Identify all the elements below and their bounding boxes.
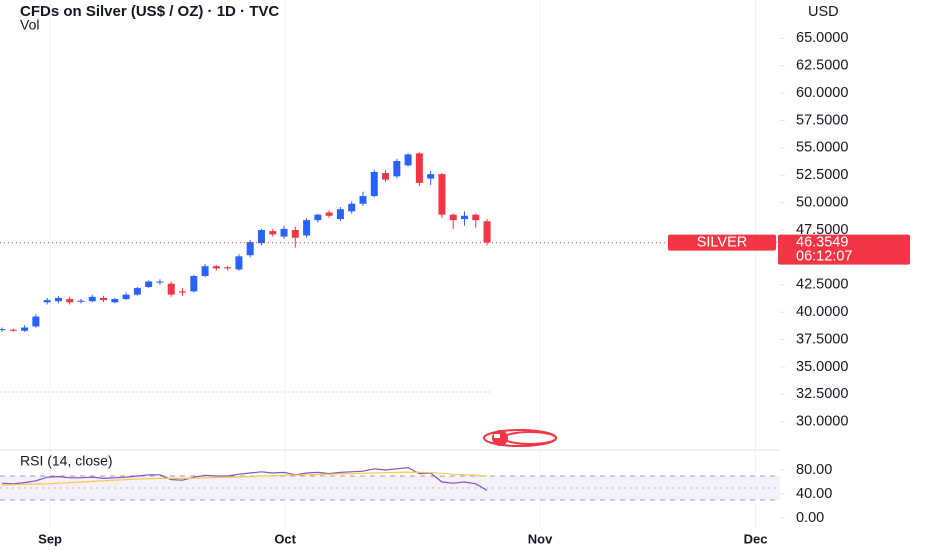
candle-body <box>314 214 322 221</box>
candle-body <box>382 173 390 180</box>
grid <box>49 0 785 528</box>
candle-body <box>32 316 40 327</box>
x-tick-label: Nov <box>528 531 553 546</box>
candle-body <box>201 266 209 277</box>
y-tick-label: 42.5000 <box>796 277 848 293</box>
y-tick-label: 50.0000 <box>796 194 848 210</box>
candle-body <box>0 329 6 331</box>
candle-body <box>212 266 220 269</box>
candle-body <box>393 161 401 177</box>
candle-body <box>404 154 412 166</box>
rsi-tick-label: 40.00 <box>796 486 832 502</box>
candle-body <box>156 281 164 283</box>
price-label: 46.3549 <box>796 234 848 250</box>
y-tick-label: 37.5000 <box>796 331 848 347</box>
candle-body <box>21 327 29 331</box>
y-tick-label: 65.0000 <box>796 30 848 46</box>
rsi-tick-label: 80.00 <box>796 462 832 478</box>
y-tick-label: 40.0000 <box>796 304 848 320</box>
candle-body <box>348 203 356 212</box>
candle-body <box>336 209 344 220</box>
candle-body <box>66 299 74 303</box>
candle-body <box>235 256 243 270</box>
candle-body <box>133 288 141 295</box>
price-label-box <box>778 234 910 265</box>
candle-body <box>370 171 378 197</box>
candle-body <box>257 230 265 244</box>
y-tick-label: 35.0000 <box>796 359 848 375</box>
countdown-label: 06:12:07 <box>796 248 852 264</box>
candle-body <box>461 215 469 220</box>
candle-body <box>111 299 119 303</box>
candle-body <box>43 300 51 303</box>
candle-body <box>145 281 153 287</box>
candle-body <box>415 153 423 183</box>
candle-body <box>472 214 480 221</box>
candle-body <box>291 230 299 238</box>
chart-subtitle: Vol <box>20 17 39 33</box>
flag-icon <box>483 429 557 447</box>
rsi-tick-label: 0.00 <box>796 510 824 526</box>
candle-body <box>438 174 446 215</box>
candle-body <box>122 294 130 300</box>
y-tick-label: 52.5000 <box>796 167 848 183</box>
candle-body <box>179 291 187 293</box>
y-tick-label: 30.0000 <box>796 414 848 430</box>
candle-body <box>427 174 435 179</box>
candle-body <box>303 220 311 236</box>
candle-body <box>269 231 277 235</box>
x-tick-label: Dec <box>744 531 768 546</box>
candle-body <box>190 276 198 292</box>
y-tick-label: 32.5000 <box>796 386 848 402</box>
candle-body <box>54 297 62 302</box>
y-tick-label: 62.5000 <box>796 58 848 74</box>
candle-body <box>88 296 96 302</box>
y-tick-label: 55.0000 <box>796 140 848 156</box>
symbol-label-box <box>668 234 776 251</box>
candle-body <box>167 283 175 295</box>
rsi-line <box>1 466 488 491</box>
candle-body <box>449 214 457 221</box>
y-tick-label: 57.5000 <box>796 112 848 128</box>
y-tick-label: 47.5000 <box>796 222 848 238</box>
candle-body <box>483 221 491 243</box>
candle-body <box>100 297 108 301</box>
rsi-line <box>1 471 488 486</box>
marks <box>0 152 780 491</box>
y-axis-label: USD <box>808 4 839 20</box>
symbol-label: SILVER <box>697 234 748 250</box>
candle-body <box>359 196 367 204</box>
candle-body <box>224 267 232 269</box>
candle-body <box>77 300 85 302</box>
chart-title: CFDs on Silver (US$ / OZ) · 1D · TVC <box>20 3 279 20</box>
candle-body <box>325 212 333 216</box>
x-tick-label: Oct <box>274 531 296 546</box>
x-tick-label: Sep <box>38 531 62 546</box>
y-tick-label: 60.0000 <box>796 85 848 101</box>
candle-body <box>9 329 17 331</box>
candle-body <box>246 242 254 256</box>
labels: 30.0000 32.5000 35.0000 37.5000 40.0000 42.50… <box>38 30 910 546</box>
rsi-title: RSI (14, close) <box>20 453 113 469</box>
candle-body <box>280 228 288 237</box>
